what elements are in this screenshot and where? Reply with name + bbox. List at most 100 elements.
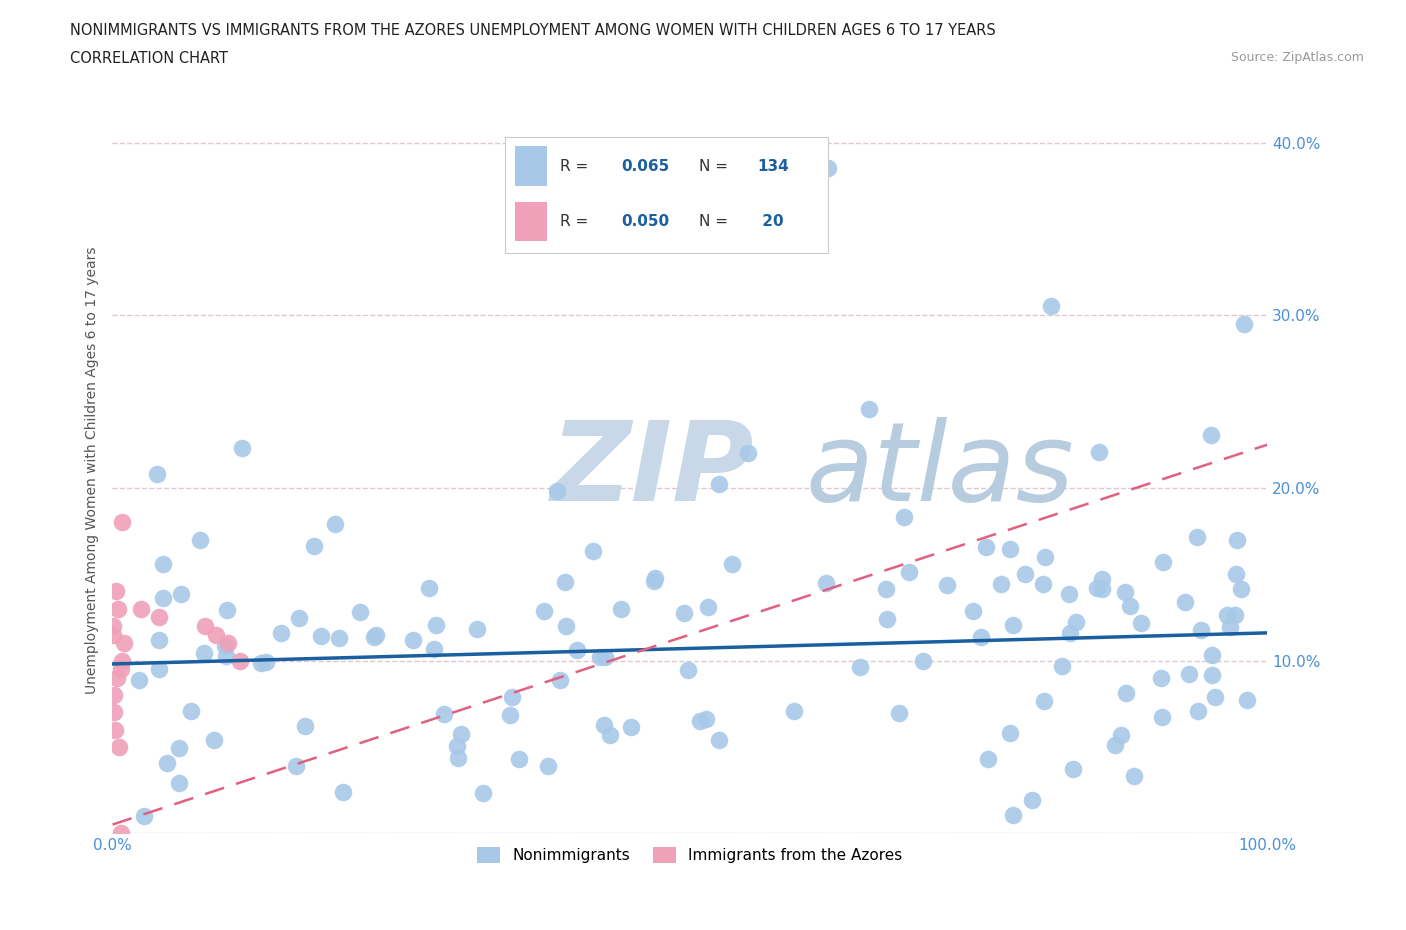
Point — [697, 600, 720, 615]
Point — [111, 515, 134, 530]
Point — [1185, 529, 1208, 544]
Point — [644, 570, 666, 585]
Point — [969, 630, 991, 644]
Point — [998, 541, 1021, 556]
Point — [1062, 762, 1084, 777]
Point — [107, 602, 129, 617]
Point — [546, 484, 568, 498]
Point — [169, 776, 191, 790]
Point — [214, 638, 236, 653]
Point — [131, 602, 153, 617]
Point — [1152, 554, 1174, 569]
Point — [1032, 577, 1054, 591]
Point — [323, 517, 346, 532]
Point — [707, 476, 730, 491]
Point — [1021, 793, 1043, 808]
Point — [1033, 693, 1056, 708]
Point — [1085, 580, 1108, 595]
Point — [508, 751, 530, 766]
Point — [148, 610, 170, 625]
Point — [849, 659, 872, 674]
Point — [1123, 768, 1146, 783]
Point — [349, 604, 371, 619]
Point — [1104, 737, 1126, 752]
Point — [134, 808, 156, 823]
Text: ZIP: ZIP — [551, 417, 755, 525]
Point — [1152, 710, 1174, 724]
Point — [1178, 666, 1201, 681]
Point — [363, 630, 385, 644]
Point — [1201, 668, 1223, 683]
Point — [912, 654, 935, 669]
Point — [1091, 571, 1114, 586]
Point — [1233, 316, 1256, 331]
Point — [893, 510, 915, 525]
Point — [205, 627, 228, 642]
Point — [593, 650, 616, 665]
Text: Source: ZipAtlas.com: Source: ZipAtlas.com — [1230, 51, 1364, 64]
Point — [1114, 585, 1136, 600]
Point — [1199, 427, 1222, 442]
Point — [108, 739, 131, 754]
Point — [1216, 608, 1239, 623]
Point — [876, 612, 898, 627]
Point — [302, 538, 325, 553]
Point — [1204, 690, 1226, 705]
Point — [620, 719, 643, 734]
Point — [689, 714, 711, 729]
Point — [589, 650, 612, 665]
Point — [1129, 616, 1152, 631]
Point — [190, 533, 212, 548]
Point — [1059, 586, 1081, 601]
Point — [887, 706, 910, 721]
Point — [962, 604, 984, 618]
Point — [565, 643, 588, 658]
Point — [643, 574, 665, 589]
Point — [152, 591, 174, 605]
Point — [110, 662, 132, 677]
Point — [111, 653, 134, 668]
Point — [169, 740, 191, 755]
Point — [858, 402, 880, 417]
Point — [447, 751, 470, 765]
Point — [737, 445, 759, 460]
Point — [432, 706, 454, 721]
Point — [554, 619, 576, 634]
Point — [548, 672, 571, 687]
Point — [202, 732, 225, 747]
Point — [1014, 566, 1036, 581]
Point — [537, 759, 560, 774]
Point — [418, 580, 440, 595]
Point — [103, 687, 125, 702]
Point — [294, 719, 316, 734]
Point — [582, 543, 605, 558]
Point — [1109, 728, 1132, 743]
Point — [1173, 594, 1195, 609]
Text: CORRELATION CHART: CORRELATION CHART — [70, 51, 228, 66]
Point — [593, 717, 616, 732]
Point — [936, 578, 959, 592]
Point — [156, 756, 179, 771]
Point — [231, 441, 253, 456]
Point — [217, 603, 239, 618]
Point — [110, 826, 132, 841]
Point — [254, 655, 277, 670]
Point — [1088, 445, 1111, 459]
Point — [105, 671, 128, 685]
Point — [720, 557, 742, 572]
Point — [1033, 549, 1056, 564]
Point — [332, 784, 354, 799]
Point — [695, 711, 717, 726]
Point — [194, 618, 217, 633]
Point — [402, 632, 425, 647]
Point — [898, 565, 921, 579]
Point — [1223, 608, 1246, 623]
Point — [1219, 619, 1241, 634]
Point — [215, 648, 238, 663]
Point — [145, 466, 167, 481]
Text: atlas: atlas — [806, 417, 1074, 525]
Legend: Nonimmigrants, Immigrants from the Azores: Nonimmigrants, Immigrants from the Azore… — [471, 841, 908, 869]
Point — [676, 662, 699, 677]
Point — [1150, 671, 1173, 685]
Point — [228, 653, 250, 668]
